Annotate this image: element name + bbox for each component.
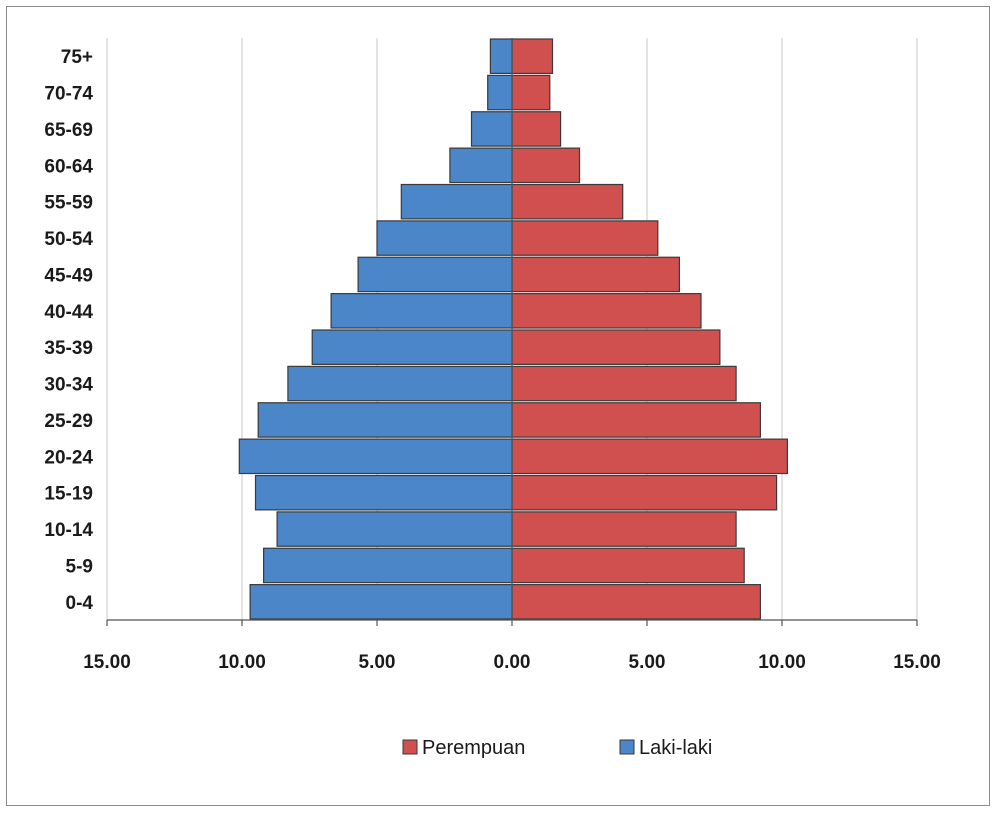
legend: Perempuan Laki-laki [403,737,712,759]
y-tick-label-20-24: 20-24 [44,447,93,468]
axes [107,38,917,626]
bar-perempuan-40-44 [512,294,701,328]
y-tick-label-30-34: 30-34 [44,375,93,396]
bar-perempuan-65-69 [512,112,561,146]
bar-perempuan-75+ [512,39,553,73]
y-tick-label-35-39: 35-39 [44,338,93,359]
legend-swatch-perempuan [403,740,417,754]
y-tick-label-70-74: 70-74 [44,84,93,105]
bar-laki-laki-45-49 [358,257,512,291]
bar-laki-laki-75+ [490,39,512,73]
y-tick-label-25-29: 25-29 [44,411,93,432]
bar-laki-laki-60-64 [450,148,512,182]
x-tick-label-2: 5.00 [359,652,396,673]
bar-perempuan-20-24 [512,439,787,473]
bar-perempuan-45-49 [512,257,679,291]
bar-perempuan-15-19 [512,476,777,510]
bar-laki-laki-55-59 [401,185,512,219]
x-tick-label-0: 15.00 [83,652,131,673]
y-tick-label-65-69: 65-69 [44,120,93,141]
bar-laki-laki-65-69 [472,112,513,146]
bars [239,39,787,619]
y-tick-label-10-14: 10-14 [44,520,93,541]
bar-perempuan-70-74 [512,75,550,109]
y-tick-labels: 0-4 5-9 10-14 15-19 20-24 25-29 30-34 35-39 40-4… [44,47,93,614]
bar-laki-laki-70-74 [488,75,512,109]
y-tick-label-50-54: 50-54 [44,229,93,250]
bar-perempuan-60-64 [512,148,580,182]
y-tick-label-0-4: 0-4 [66,593,94,614]
bar-laki-laki-35-39 [312,330,512,364]
y-tick-label-55-59: 55-59 [44,193,93,214]
bar-laki-laki-25-29 [258,403,512,437]
legend-swatch-laki-laki [620,740,634,754]
legend-label-laki-laki: Laki-laki [639,737,712,759]
x-tick-label-5: 10.00 [758,652,806,673]
bar-perempuan-55-59 [512,185,623,219]
bar-laki-laki-10-14 [277,512,512,546]
y-tick-label-40-44: 40-44 [44,302,93,323]
bar-laki-laki-20-24 [239,439,512,473]
legend-label-perempuan: Perempuan [422,737,525,759]
x-tick-label-1: 10.00 [218,652,266,673]
y-tick-label-75+: 75+ [61,47,93,68]
bar-laki-laki-5-9 [264,548,512,582]
x-tick-label-4: 5.00 [629,652,666,673]
bar-laki-laki-50-54 [377,221,512,255]
y-tick-label-45-49: 45-49 [44,265,93,286]
y-tick-label-15-19: 15-19 [44,484,93,505]
bar-laki-laki-30-34 [288,366,512,400]
x-tick-label-3: 0.00 [494,652,531,673]
bar-laki-laki-40-44 [331,294,512,328]
bar-perempuan-30-34 [512,366,736,400]
bar-perempuan-25-29 [512,403,760,437]
x-tick-label-6: 15.00 [893,652,941,673]
bar-perempuan-0-4 [512,585,760,619]
bar-laki-laki-0-4 [250,585,512,619]
bar-perempuan-10-14 [512,512,736,546]
bar-perempuan-35-39 [512,330,720,364]
bar-laki-laki-15-19 [256,476,513,510]
y-tick-label-60-64: 60-64 [44,156,93,177]
bar-perempuan-50-54 [512,221,658,255]
bar-perempuan-5-9 [512,548,744,582]
x-tick-labels: 15.00 10.00 5.00 0.00 5.00 10.00 15.00 [83,652,941,673]
y-tick-label-5-9: 5-9 [66,556,93,577]
